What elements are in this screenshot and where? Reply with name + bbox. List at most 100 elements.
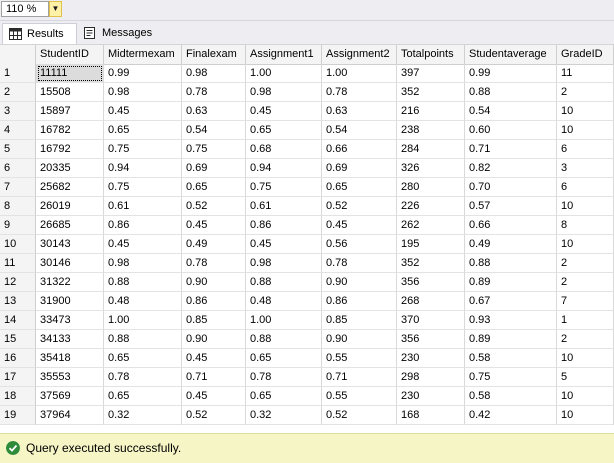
table-cell[interactable]: 238: [397, 121, 465, 140]
table-row[interactable]: 4 16782 0.65 0.54 0.65 0.54 238 0.60 10: [0, 121, 614, 140]
table-cell[interactable]: 31322: [36, 273, 104, 292]
zoom-select[interactable]: 110 %: [1, 1, 49, 17]
table-cell[interactable]: 268: [397, 292, 465, 311]
table-cell[interactable]: 0.52: [322, 197, 397, 216]
table-cell[interactable]: 0.65: [322, 178, 397, 197]
table-row[interactable]: 2 15508 0.98 0.78 0.98 0.78 352 0.88 2: [0, 83, 614, 102]
table-cell[interactable]: 0.52: [322, 406, 397, 425]
row-number[interactable]: 14: [0, 311, 36, 330]
table-cell[interactable]: 16782: [36, 121, 104, 140]
table-cell[interactable]: 0.78: [182, 83, 246, 102]
table-cell[interactable]: 0.45: [104, 235, 182, 254]
table-cell[interactable]: 1.00: [104, 311, 182, 330]
table-cell[interactable]: 2: [557, 330, 614, 349]
corner-cell[interactable]: [0, 45, 36, 64]
table-cell[interactable]: 10: [557, 406, 614, 425]
table-cell[interactable]: 370: [397, 311, 465, 330]
table-cell[interactable]: 0.55: [322, 349, 397, 368]
table-cell[interactable]: 0.45: [182, 387, 246, 406]
row-number[interactable]: 11: [0, 254, 36, 273]
table-cell[interactable]: 0.65: [104, 349, 182, 368]
table-cell[interactable]: 15897: [36, 102, 104, 121]
table-row[interactable]: 15 34133 0.88 0.90 0.88 0.90 356 0.89 2: [0, 330, 614, 349]
table-cell[interactable]: 0.65: [182, 178, 246, 197]
table-cell[interactable]: 1: [557, 311, 614, 330]
table-row[interactable]: 18 37569 0.65 0.45 0.65 0.55 230 0.58 10: [0, 387, 614, 406]
table-row[interactable]: 16 35418 0.65 0.45 0.65 0.55 230 0.58 10: [0, 349, 614, 368]
table-cell[interactable]: 0.58: [465, 387, 557, 406]
table-cell[interactable]: 0.88: [465, 254, 557, 273]
table-cell[interactable]: 0.75: [182, 140, 246, 159]
table-cell[interactable]: 0.45: [246, 102, 322, 121]
table-cell[interactable]: 0.89: [465, 330, 557, 349]
table-cell[interactable]: 20335: [36, 159, 104, 178]
table-cell[interactable]: 2: [557, 254, 614, 273]
table-cell[interactable]: 33473: [36, 311, 104, 330]
column-header[interactable]: Assignment1: [246, 45, 322, 64]
table-cell[interactable]: 30143: [36, 235, 104, 254]
table-cell[interactable]: 0.68: [246, 140, 322, 159]
table-cell[interactable]: 0.55: [322, 387, 397, 406]
table-cell[interactable]: 0.93: [465, 311, 557, 330]
table-cell[interactable]: 10: [557, 102, 614, 121]
table-cell[interactable]: 356: [397, 330, 465, 349]
column-header[interactable]: Finalexam: [182, 45, 246, 64]
table-row[interactable]: 7 25682 0.75 0.65 0.75 0.65 280 0.70 6: [0, 178, 614, 197]
table-cell[interactable]: 0.78: [322, 83, 397, 102]
table-cell[interactable]: 0.89: [465, 273, 557, 292]
table-cell[interactable]: 0.86: [246, 216, 322, 235]
row-number[interactable]: 19: [0, 406, 36, 425]
table-cell[interactable]: 0.70: [465, 178, 557, 197]
table-cell[interactable]: 0.90: [322, 273, 397, 292]
table-cell[interactable]: 0.45: [182, 216, 246, 235]
table-cell[interactable]: 0.61: [104, 197, 182, 216]
column-header[interactable]: Midtermexam: [104, 45, 182, 64]
table-row[interactable]: 8 26019 0.61 0.52 0.61 0.52 226 0.57 10: [0, 197, 614, 216]
table-cell[interactable]: 0.48: [104, 292, 182, 311]
table-cell[interactable]: 0.88: [104, 330, 182, 349]
table-cell[interactable]: 15508: [36, 83, 104, 102]
table-cell[interactable]: 1.00: [322, 64, 397, 83]
table-cell[interactable]: 0.88: [465, 83, 557, 102]
table-cell[interactable]: 0.99: [104, 64, 182, 83]
row-number[interactable]: 5: [0, 140, 36, 159]
table-cell[interactable]: 0.52: [182, 406, 246, 425]
table-cell[interactable]: 0.88: [104, 273, 182, 292]
row-number[interactable]: 16: [0, 349, 36, 368]
table-cell[interactable]: 11111: [36, 64, 104, 83]
table-cell[interactable]: 0.63: [182, 102, 246, 121]
table-cell[interactable]: 2: [557, 83, 614, 102]
table-cell[interactable]: 0.85: [322, 311, 397, 330]
row-number[interactable]: 6: [0, 159, 36, 178]
table-cell[interactable]: 356: [397, 273, 465, 292]
table-cell[interactable]: 10: [557, 121, 614, 140]
table-cell[interactable]: 0.88: [246, 273, 322, 292]
table-cell[interactable]: 326: [397, 159, 465, 178]
row-number[interactable]: 12: [0, 273, 36, 292]
table-cell[interactable]: 6: [557, 140, 614, 159]
table-cell[interactable]: 0.56: [322, 235, 397, 254]
table-cell[interactable]: 0.78: [322, 254, 397, 273]
table-cell[interactable]: 0.90: [182, 330, 246, 349]
table-cell[interactable]: 7: [557, 292, 614, 311]
table-cell[interactable]: 0.65: [246, 349, 322, 368]
column-header[interactable]: StudentID: [36, 45, 104, 64]
table-cell[interactable]: 10: [557, 235, 614, 254]
table-cell[interactable]: 0.57: [465, 197, 557, 216]
table-cell[interactable]: 0.86: [182, 292, 246, 311]
table-cell[interactable]: 0.42: [465, 406, 557, 425]
table-row[interactable]: 6 20335 0.94 0.69 0.94 0.69 326 0.82 3: [0, 159, 614, 178]
table-cell[interactable]: 0.98: [246, 254, 322, 273]
table-cell[interactable]: 34133: [36, 330, 104, 349]
table-cell[interactable]: 280: [397, 178, 465, 197]
table-cell[interactable]: 6: [557, 178, 614, 197]
table-cell[interactable]: 0.86: [322, 292, 397, 311]
row-number[interactable]: 9: [0, 216, 36, 235]
table-cell[interactable]: 35418: [36, 349, 104, 368]
table-cell[interactable]: 284: [397, 140, 465, 159]
table-cell[interactable]: 0.75: [246, 178, 322, 197]
table-cell[interactable]: 0.67: [465, 292, 557, 311]
table-row[interactable]: 19 37964 0.32 0.52 0.32 0.52 168 0.42 10: [0, 406, 614, 425]
table-cell[interactable]: 0.49: [465, 235, 557, 254]
table-row[interactable]: 17 35553 0.78 0.71 0.78 0.71 298 0.75 5: [0, 368, 614, 387]
